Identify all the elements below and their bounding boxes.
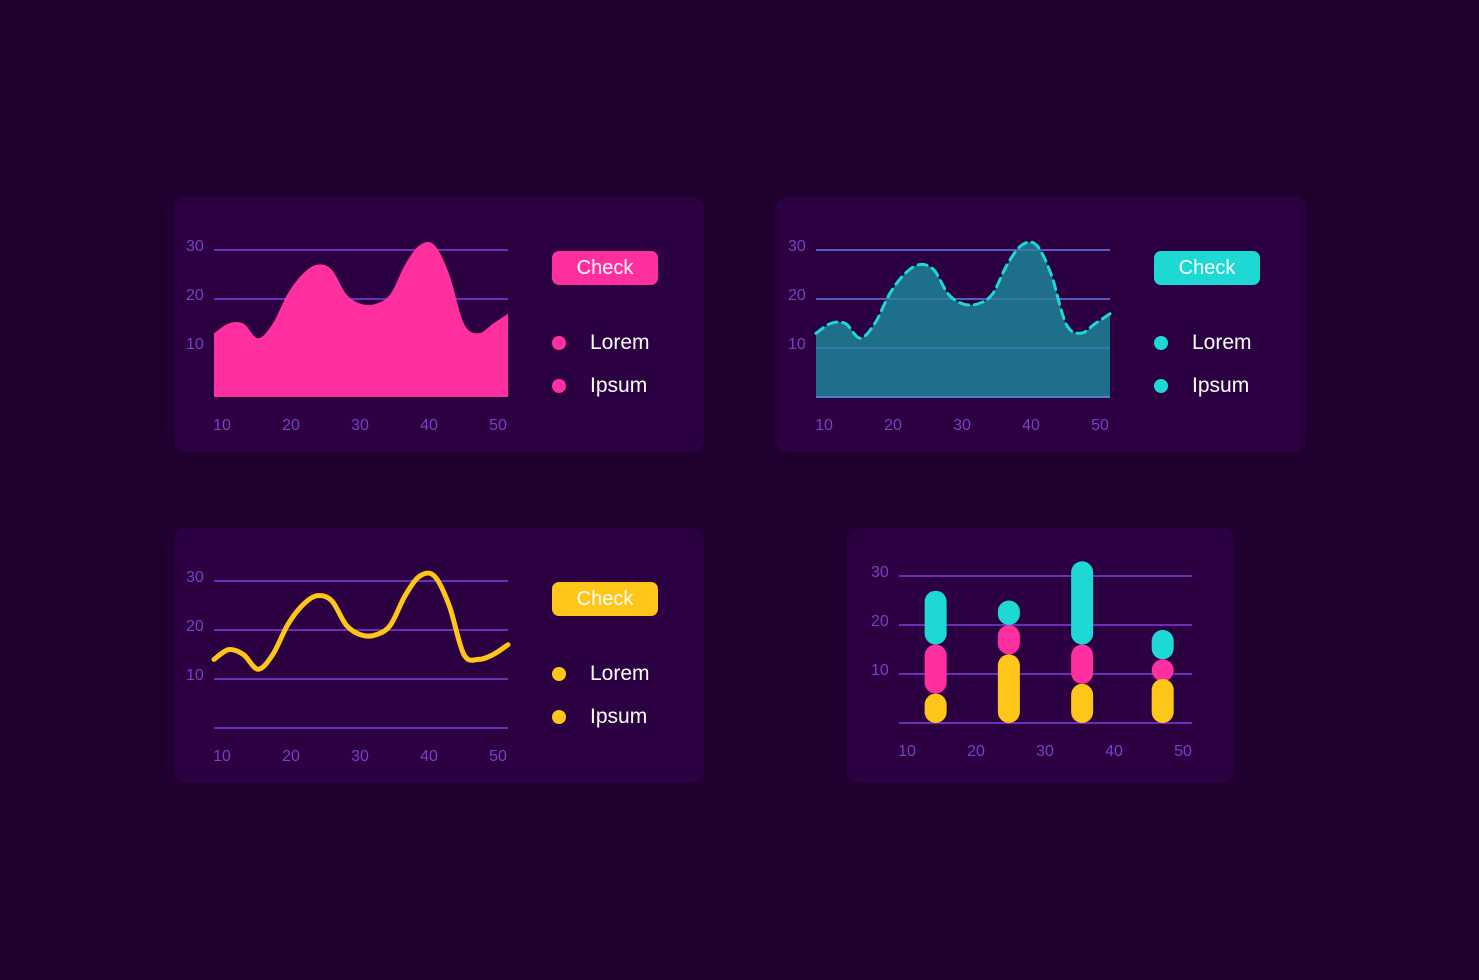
- area-chart: 10 20 30 10 20 30 40 50: [788, 238, 1112, 434]
- bar-segment: [924, 693, 947, 723]
- check-button[interactable]: Check: [552, 582, 658, 616]
- y-tick-label: 30: [186, 569, 204, 586]
- bar-segment: [1071, 683, 1094, 723]
- bar-segment: [1151, 659, 1174, 682]
- legend-dot-icon: [552, 336, 566, 350]
- y-tick-label: 10: [186, 336, 204, 353]
- check-button[interactable]: Check: [552, 251, 658, 285]
- y-tick-label: 20: [186, 287, 204, 304]
- legend-label: Ipsum: [1192, 374, 1250, 397]
- legend-dot-icon: [552, 667, 566, 681]
- x-tick-label: 50: [489, 748, 507, 765]
- x-tick-label: 40: [1105, 743, 1123, 760]
- x-tick-label: 30: [351, 748, 369, 765]
- x-tick-label: 10: [815, 417, 833, 434]
- legend-label: Lorem: [590, 331, 650, 354]
- series-line: [211, 570, 511, 672]
- legend-dot-icon: [1154, 379, 1168, 393]
- y-tick-label: 10: [871, 662, 889, 679]
- x-tick-label: 20: [282, 417, 300, 434]
- x-tick-label: 40: [1022, 417, 1040, 434]
- series-line: [814, 240, 1112, 340]
- bar-segment: [1151, 678, 1174, 723]
- bar-segment: [1151, 629, 1174, 660]
- x-tick-label: 20: [282, 748, 300, 765]
- area-fill: [816, 242, 1110, 397]
- y-tick-label: 30: [871, 564, 889, 581]
- x-tick-label: 20: [884, 417, 902, 434]
- chart-card-yellow-line: 10 20 30 10 20 30 40 50 Check Lorem Ipsum: [174, 528, 704, 783]
- chart-card-pink-area: 10 20 30 10 20 30 40 50 Check Lorem Ipsum: [174, 197, 704, 452]
- legend-dot-icon: [552, 379, 566, 393]
- y-tick-label: 20: [186, 618, 204, 635]
- x-tick-label: 10: [213, 748, 231, 765]
- x-tick-label: 20: [967, 743, 985, 760]
- y-tick-label: 30: [788, 238, 806, 255]
- y-tick-label: 20: [788, 287, 806, 304]
- legend-label: Ipsum: [590, 705, 648, 728]
- chart-card-teal-area: 10 20 30 10 20 30 40 50 Check Lorem Ipsum: [776, 197, 1306, 452]
- y-tick-label: 10: [788, 336, 806, 353]
- legend-dot-icon: [1154, 336, 1168, 350]
- x-tick-label: 40: [420, 748, 438, 765]
- line-chart: 10 20 30 10 20 30 40 50: [186, 569, 511, 765]
- bar-segment: [997, 625, 1020, 655]
- legend-label: Lorem: [590, 662, 650, 685]
- x-tick-label: 10: [898, 743, 916, 760]
- check-button[interactable]: Check: [1154, 251, 1260, 285]
- bar-segment: [997, 654, 1020, 723]
- x-tick-label: 30: [1036, 743, 1054, 760]
- bar-segment: [1071, 644, 1094, 684]
- x-tick-label: 30: [351, 417, 369, 434]
- bar-segment: [924, 644, 947, 694]
- area-fill: [214, 242, 508, 397]
- x-tick-label: 40: [420, 417, 438, 434]
- legend-dot-icon: [552, 710, 566, 724]
- bar-segment: [1071, 561, 1094, 645]
- chart-card-stacked-bars: 10 20 30 10 20 30 40 50: [847, 528, 1234, 783]
- legend-label: Ipsum: [590, 374, 648, 397]
- x-tick-label: 50: [1174, 743, 1192, 760]
- bar-segment: [924, 590, 947, 645]
- area-chart: 10 20 30 10 20 30 40 50: [186, 238, 508, 434]
- y-tick-label: 10: [186, 667, 204, 684]
- x-tick-label: 50: [489, 417, 507, 434]
- bar-segment: [997, 600, 1020, 625]
- x-tick-label: 10: [213, 417, 231, 434]
- x-tick-label: 50: [1091, 417, 1109, 434]
- legend-label: Lorem: [1192, 331, 1252, 354]
- stacked-bar-chart: 10 20 30 10 20 30 40 50: [871, 561, 1192, 760]
- y-tick-label: 30: [186, 238, 204, 255]
- x-tick-label: 30: [953, 417, 971, 434]
- y-tick-label: 20: [871, 613, 889, 630]
